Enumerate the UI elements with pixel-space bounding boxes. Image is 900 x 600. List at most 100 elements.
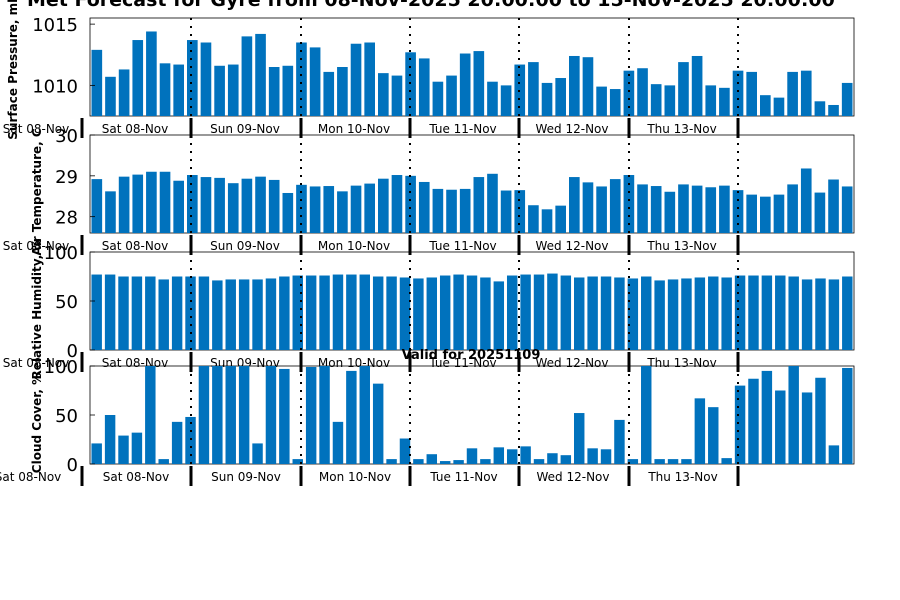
y-tick-label: 100	[44, 243, 78, 264]
bar	[775, 390, 786, 464]
bar	[641, 366, 652, 464]
bar	[520, 274, 531, 350]
bar	[828, 179, 839, 233]
bar	[708, 407, 719, 464]
bar	[305, 366, 317, 464]
bar	[587, 448, 598, 464]
bar	[413, 459, 424, 464]
bar	[614, 277, 625, 350]
bar	[309, 186, 321, 233]
bar	[241, 36, 253, 117]
bar	[399, 438, 411, 464]
bar	[332, 421, 344, 464]
bar	[582, 182, 594, 233]
bar	[346, 370, 357, 464]
bar	[528, 205, 539, 233]
bar	[664, 191, 676, 233]
bar	[227, 183, 239, 233]
bar	[760, 196, 771, 233]
bar	[91, 443, 102, 464]
bar	[305, 275, 317, 350]
bar	[146, 171, 157, 233]
bar	[587, 276, 598, 350]
bar	[487, 173, 498, 233]
bar	[787, 71, 798, 116]
bar	[788, 276, 799, 350]
bar	[158, 279, 169, 350]
day-label: Wed 12-Nov	[536, 356, 609, 370]
bar	[319, 275, 330, 350]
bar	[212, 366, 223, 464]
bar	[555, 205, 566, 233]
x-start-label: Sat 08-Nov	[3, 239, 70, 253]
bar	[364, 42, 375, 116]
y-tick-label: 50	[55, 292, 78, 313]
bar	[493, 447, 505, 464]
bar	[105, 76, 116, 116]
bar	[667, 279, 679, 350]
bar	[159, 63, 171, 116]
y-axis-label: Surface Pressure, mb	[6, 0, 20, 140]
y-axis-label: Cloud Cover, %	[30, 373, 44, 473]
bar	[118, 435, 129, 464]
bar	[91, 49, 103, 116]
bar	[255, 33, 266, 116]
bar	[171, 421, 183, 464]
bar	[480, 459, 491, 464]
bar	[104, 415, 116, 464]
bar	[466, 275, 478, 350]
day-label: Thu 13-Nov	[646, 122, 716, 136]
bar	[801, 392, 813, 464]
day-label: Sat 08-Nov	[103, 470, 170, 484]
day-label: Tue 11-Nov	[428, 122, 496, 136]
bar	[760, 95, 771, 116]
bar	[487, 81, 498, 116]
bar	[560, 275, 572, 350]
bar	[399, 277, 411, 350]
bar	[265, 278, 277, 350]
y-tick-label: 29	[55, 167, 78, 188]
bar	[506, 449, 518, 464]
bar	[145, 276, 156, 350]
bar	[91, 274, 102, 350]
bar	[533, 459, 545, 464]
bar	[459, 53, 471, 116]
bar	[841, 82, 853, 116]
bar	[268, 179, 280, 233]
bar	[238, 366, 250, 464]
bar	[279, 368, 290, 464]
bar	[198, 276, 210, 350]
bar	[413, 278, 424, 350]
bar	[574, 413, 585, 464]
day-label: Sun 09-Nov	[211, 470, 281, 484]
bar	[212, 280, 223, 350]
bar	[734, 275, 746, 350]
bar	[131, 276, 143, 350]
bar	[323, 71, 335, 116]
bar	[309, 47, 321, 116]
bar	[691, 55, 703, 116]
bar	[200, 42, 212, 116]
day-label: Thu 13-Nov	[646, 356, 716, 370]
bar	[105, 191, 116, 233]
bar	[405, 52, 416, 116]
bar	[721, 458, 732, 464]
bar	[91, 179, 103, 233]
day-label: Sun 09-Nov	[210, 122, 280, 136]
bar	[252, 443, 263, 464]
bar	[828, 279, 840, 350]
bar	[473, 51, 485, 116]
bar	[773, 194, 785, 233]
day-label: Thu 13-Nov	[647, 470, 717, 484]
bar	[500, 190, 512, 233]
bar	[337, 67, 348, 116]
bar	[694, 398, 706, 464]
bar	[446, 75, 457, 116]
bar	[623, 70, 635, 116]
bar	[171, 276, 183, 350]
bar	[761, 370, 773, 464]
bar	[480, 277, 491, 350]
bar	[734, 385, 746, 464]
bar	[346, 274, 357, 350]
